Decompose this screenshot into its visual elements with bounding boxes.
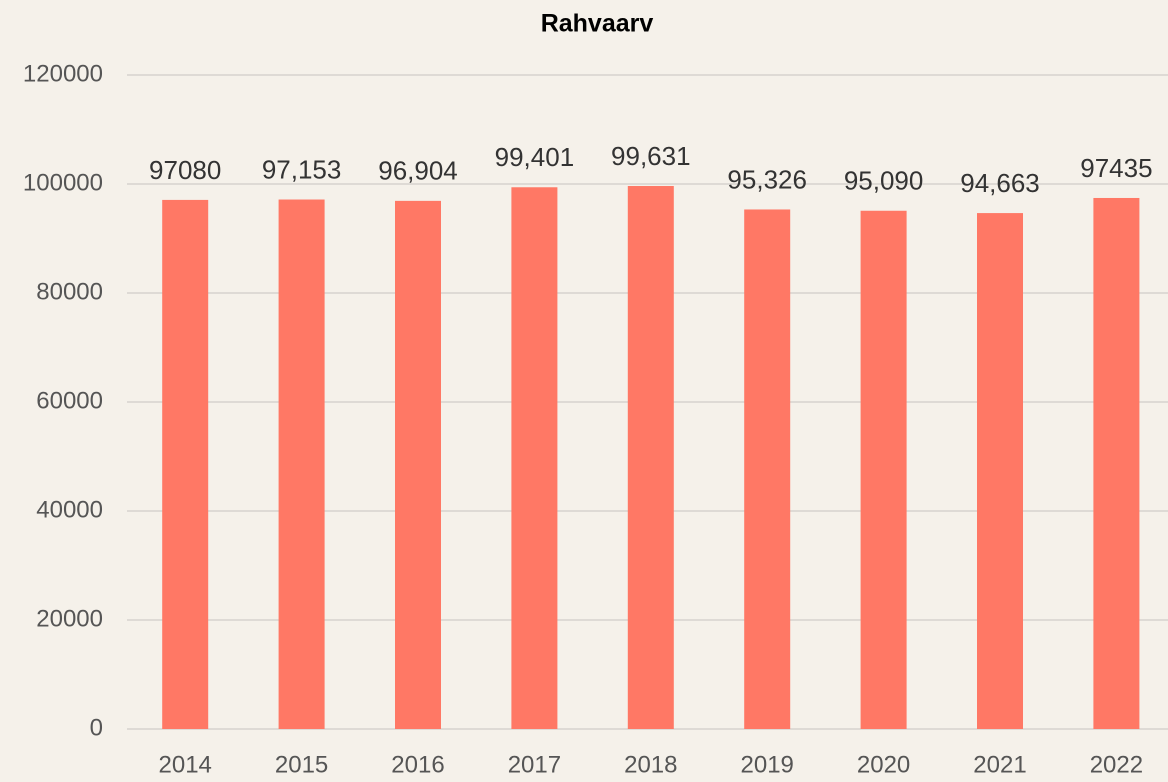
bar: [627, 186, 674, 729]
data-label: 95,326: [727, 164, 807, 194]
bar: [511, 187, 558, 730]
x-tick-label: 2019: [741, 751, 794, 778]
x-tick-label: 2014: [159, 751, 212, 778]
data-label: 99,631: [611, 141, 691, 171]
y-tick-label: 60000: [36, 387, 103, 414]
x-tick-label: 2022: [1090, 751, 1143, 778]
bar: [744, 209, 791, 730]
y-tick-label: 40000: [36, 496, 103, 523]
data-label: 94,663: [960, 168, 1040, 198]
data-label: 95,090: [844, 166, 924, 196]
data-label: 96,904: [378, 156, 458, 186]
y-tick-label: 100000: [23, 169, 103, 196]
bar: [162, 199, 209, 729]
bar: [860, 210, 907, 729]
x-tick-label: 2018: [624, 751, 677, 778]
y-tick-label: 20000: [36, 605, 103, 632]
x-tick-label: 2020: [857, 751, 910, 778]
y-tick-label: 0: [90, 714, 103, 741]
bar: [395, 200, 441, 730]
y-tick-label: 120000: [23, 60, 103, 87]
x-tick-label: 2015: [275, 751, 328, 778]
bar: [278, 199, 325, 730]
x-tick-label: 2016: [391, 751, 444, 778]
data-label: 97080: [149, 155, 221, 185]
data-label: 97435: [1080, 153, 1152, 183]
data-label: 97,153: [262, 154, 342, 184]
y-tick-label: 80000: [36, 278, 103, 305]
x-tick-label: 2021: [973, 751, 1026, 778]
bar: [1093, 197, 1140, 729]
data-label: 99,401: [495, 142, 575, 172]
chart-title: Rahvaarv: [541, 10, 654, 38]
x-tick-label: 2017: [508, 751, 561, 778]
bar: [977, 213, 1023, 729]
